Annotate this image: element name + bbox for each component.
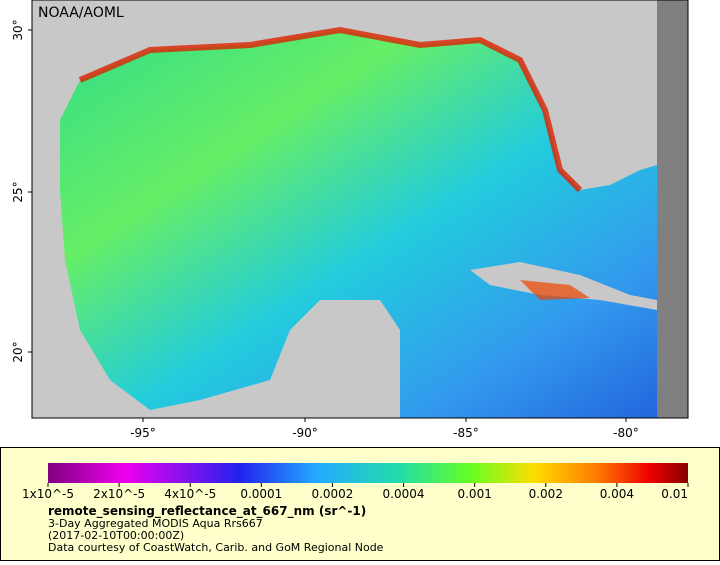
legend-variable: remote_sensing_reflectance_at_667_nm (sr… <box>48 504 366 519</box>
map: NOAA/AOML <box>31 0 689 419</box>
lon-tick-label: -80° <box>613 426 639 440</box>
legend-time: (2017-02-10T00:00:00Z) <box>48 529 184 542</box>
colorbar-label: 0.002 <box>529 487 563 501</box>
colorbar-label: 0.0002 <box>311 487 353 501</box>
gulf-water <box>60 30 657 418</box>
colorbar <box>48 463 688 483</box>
no-data-strip <box>657 0 688 418</box>
colorbar-label: 0.004 <box>600 487 634 501</box>
colorbar-label: 4x10^-5 <box>164 487 216 501</box>
legend-title: 3-Day Aggregated MODIS Aqua Rrs667 <box>48 517 263 530</box>
legend-source: Data courtesy of CoastWatch, Carib. and … <box>48 541 384 554</box>
colorbar-label: 2x10^-5 <box>93 487 145 501</box>
lat-tick-label: 20° <box>11 341 25 362</box>
lat-tick-label: 25° <box>11 181 25 202</box>
coastal-band <box>78 26 583 193</box>
colorbar-label: 0.0004 <box>383 487 425 501</box>
colorbar-label: 0.01 <box>661 487 688 501</box>
credit: NOAA/AOML <box>38 5 124 21</box>
map-frame <box>31 0 689 419</box>
lon-tick-label: -85° <box>453 426 479 440</box>
colorbar-label: 0.0001 <box>240 487 282 501</box>
colorbar-label: 1x10^-5 <box>22 487 74 501</box>
lat-tick-label: 30° <box>11 19 25 40</box>
lon-tick-label: -90° <box>292 426 318 440</box>
coastal-band <box>520 280 590 300</box>
colorbar-label: 0.001 <box>457 487 491 501</box>
lon-tick-label: -95° <box>130 426 156 440</box>
